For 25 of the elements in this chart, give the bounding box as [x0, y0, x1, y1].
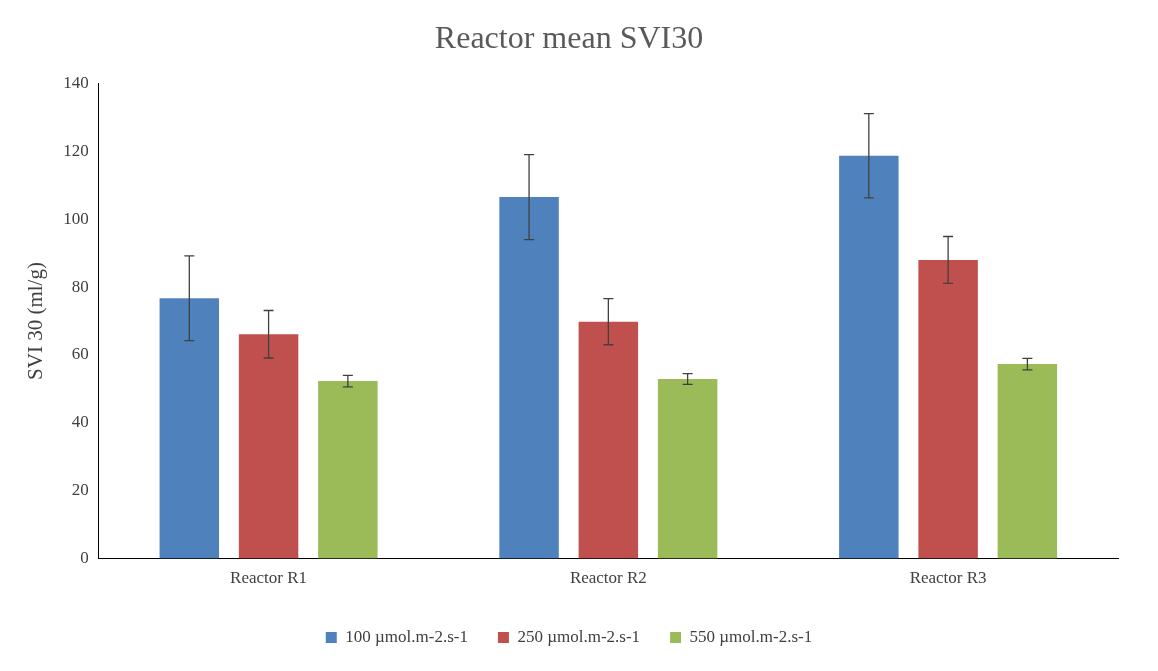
bar	[657, 379, 718, 559]
bar	[578, 321, 639, 559]
bar	[997, 364, 1058, 559]
y-tick-label: 80	[71, 276, 89, 296]
legend-label: 100 µmol.m-2.s-1	[345, 626, 468, 646]
bar	[839, 155, 899, 559]
y-tick-label: 140	[63, 72, 89, 92]
bar	[159, 298, 220, 559]
x-tick-label: Reactor R3	[909, 568, 987, 588]
chart-title: Reactor mean SVI30	[434, 18, 704, 55]
x-tick-label: Reactor R2	[569, 568, 647, 588]
y-tick-label: 20	[71, 480, 89, 500]
bar	[499, 197, 559, 559]
legend-label: 550 µmol.m-2.s-1	[689, 626, 813, 646]
legend-label: 250 µmol.m-2.s-1	[517, 626, 641, 646]
x-tick-label: Reactor R1	[230, 568, 308, 588]
bar	[318, 381, 378, 559]
y-axis-title: SVI 30 (ml/g)	[23, 262, 48, 380]
y-tick-label: 40	[71, 412, 89, 432]
y-tick-label: 120	[63, 140, 89, 160]
bar	[238, 334, 299, 559]
y-tick-label: 60	[71, 344, 89, 364]
y-tick-label: 0	[80, 548, 89, 568]
y-tick-label: 100	[63, 208, 89, 228]
bar	[918, 259, 978, 559]
